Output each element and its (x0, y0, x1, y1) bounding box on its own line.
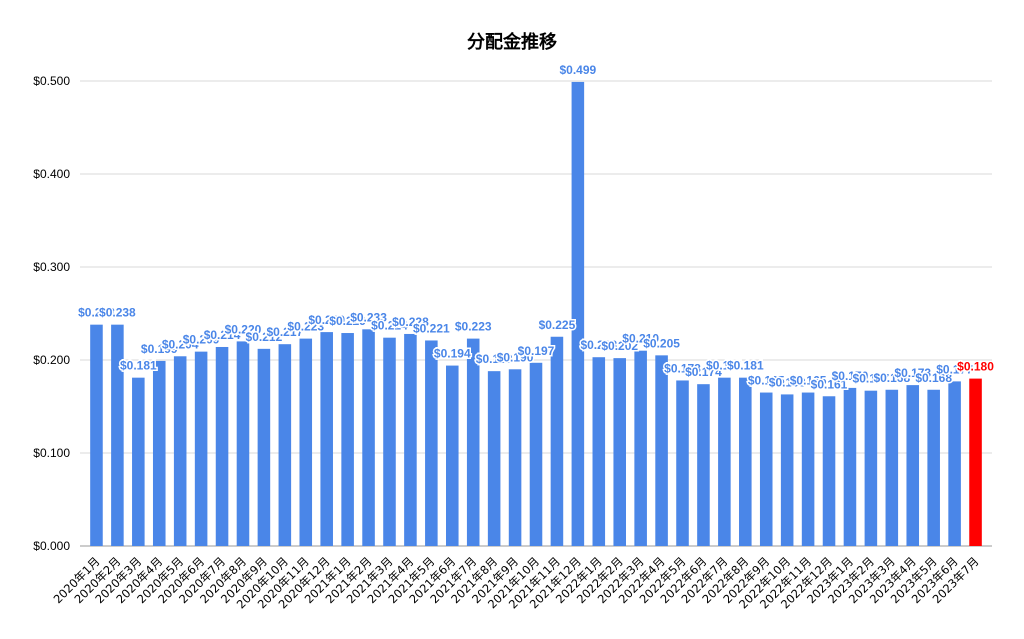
data-label: $0.165 (748, 374, 785, 388)
data-label: $0.177 (936, 362, 973, 376)
data-label: $0.190 (497, 350, 534, 364)
data-label: $0.174 (685, 365, 722, 379)
bar (801, 392, 815, 546)
bar (718, 377, 731, 546)
gridlines (80, 80, 992, 547)
bar (843, 387, 857, 546)
bar (236, 341, 250, 546)
bar (571, 81, 585, 547)
bar (508, 369, 522, 546)
bar (111, 324, 124, 546)
bar (759, 392, 773, 546)
data-label: $0.194 (434, 347, 471, 361)
data-label: $0.168 (873, 371, 910, 385)
bar (173, 356, 187, 546)
bar (969, 378, 982, 546)
data-label: $0.167 (853, 372, 890, 386)
data-label: $0.228 (392, 315, 429, 329)
data-label: $0.165 (790, 374, 827, 388)
bar (592, 357, 606, 546)
bar (634, 350, 647, 546)
data-labels: $0.238$0.238$0.181$0.199$0.204$0.209$0.2… (77, 61, 996, 392)
bar (446, 365, 459, 546)
data-label: $0.221 (413, 321, 450, 335)
data-label: $0.170 (832, 369, 869, 383)
data-label: $0.203 (580, 338, 617, 352)
y-tick-label: $0.000 (33, 539, 70, 553)
data-label: $0.217 (266, 325, 303, 339)
data-label: $0.204 (162, 337, 199, 351)
y-tick-label: $0.300 (33, 260, 70, 274)
bar (152, 360, 166, 546)
data-label: $0.163 (769, 375, 806, 389)
data-label: $0.225 (539, 318, 576, 332)
data-label: $0.205 (643, 336, 680, 350)
bar (948, 381, 961, 546)
bar (383, 337, 396, 546)
data-label: $0.181 (120, 359, 157, 373)
bar (676, 380, 689, 546)
data-label: $0.180 (957, 360, 994, 374)
data-label: $0.188 (476, 352, 513, 366)
data-label: $0.223 (455, 320, 492, 334)
data-label: $0.173 (894, 366, 931, 380)
data-label: $0.181 (727, 359, 764, 373)
y-tick-label: $0.100 (33, 446, 70, 460)
data-label: $0.161 (811, 377, 848, 391)
data-label: $0.233 (350, 310, 387, 324)
data-label: $0.197 (518, 344, 555, 358)
data-label: $0.229 (329, 314, 366, 328)
data-label: $0.220 (225, 322, 262, 336)
bar (655, 355, 668, 546)
bar (362, 329, 375, 546)
bar (278, 344, 292, 546)
bar (739, 377, 752, 546)
bar (466, 338, 480, 546)
x-axis-ticks: 2020年1月2020年2月2020年3月2020年4月2020年5月2020年… (51, 554, 982, 611)
data-label: $0.178 (664, 361, 701, 375)
data-label: $0.168 (915, 371, 952, 385)
data-label: $0.224 (371, 319, 408, 333)
bar (780, 394, 794, 546)
data-label: $0.210 (622, 332, 659, 346)
data-label: $0.214 (204, 328, 241, 342)
bar (404, 333, 417, 546)
data-label: $0.202 (601, 339, 638, 353)
bar (257, 348, 271, 546)
bar (550, 336, 564, 546)
data-label: $0.238 (78, 306, 115, 320)
data-label: $0.209 (183, 333, 220, 347)
bar (529, 362, 543, 546)
data-label: $0.199 (141, 342, 178, 356)
data-label: $0.212 (246, 330, 283, 344)
bar (864, 390, 878, 546)
bar (885, 389, 899, 546)
bar (90, 324, 103, 546)
data-label: $0.499 (560, 63, 597, 77)
data-label: $0.181 (706, 359, 743, 373)
y-tick-label: $0.200 (33, 353, 70, 367)
data-label: $0.230 (308, 313, 345, 327)
bar (906, 385, 920, 546)
bar (487, 371, 501, 546)
bar (194, 351, 208, 546)
bar (927, 389, 940, 546)
data-label: $0.223 (287, 320, 324, 334)
bar (613, 358, 626, 546)
bar (341, 333, 354, 546)
y-axis-ticks: $0.000 $0.100 $0.200 $0.300 $0.400 $0.500 (33, 74, 70, 553)
y-tick-label: $0.500 (33, 74, 70, 88)
bar (822, 396, 836, 546)
bar (425, 340, 438, 546)
bar (697, 384, 710, 546)
data-label: $0.238 (99, 306, 136, 320)
chart-title: 分配金推移 (467, 31, 557, 53)
bar (132, 377, 145, 546)
bars (90, 81, 982, 547)
bar (215, 346, 229, 546)
bar (299, 338, 313, 546)
bar (320, 332, 333, 546)
y-tick-label: $0.400 (33, 167, 70, 181)
